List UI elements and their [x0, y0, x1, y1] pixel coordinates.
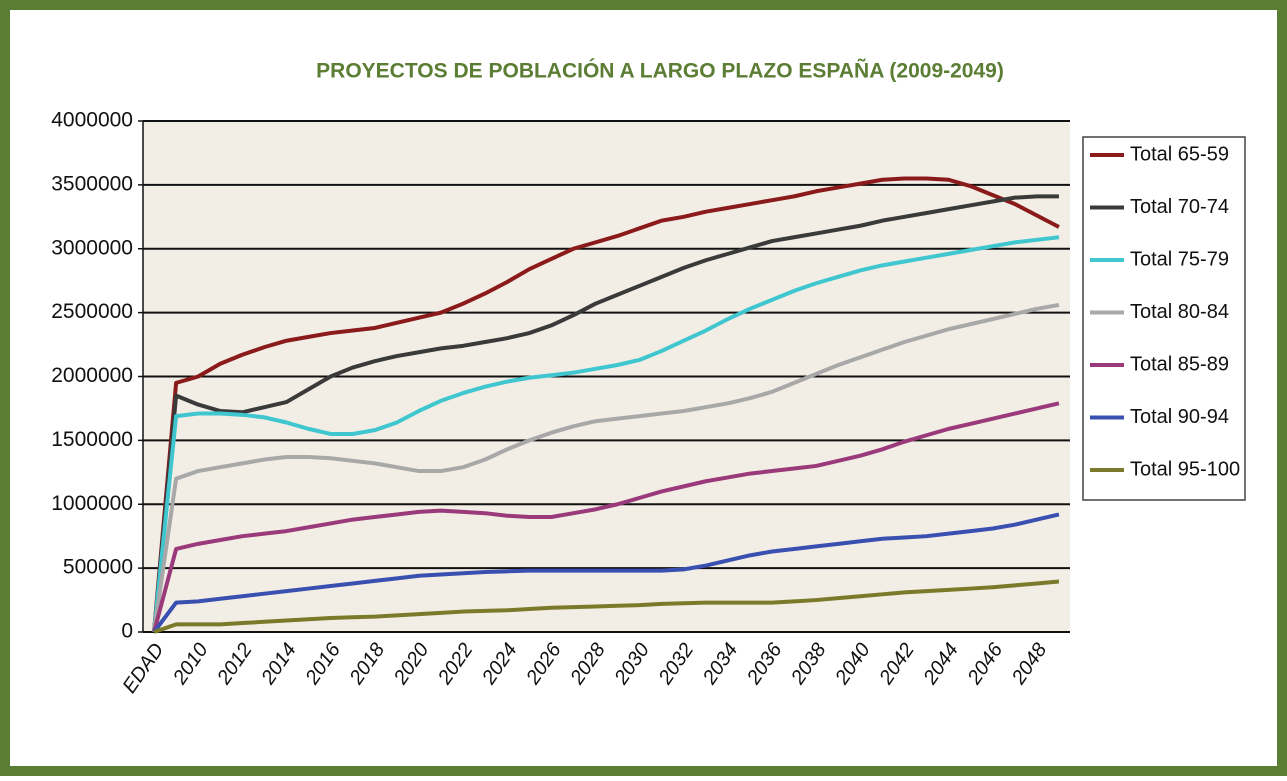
chart: PROYECTOS DE POBLACIÓN A LARGO PLAZO ESP…	[0, 0, 1287, 776]
y-tick-label: 3500000	[51, 172, 133, 195]
legend-label: Total 65-59	[1130, 143, 1229, 165]
chart-title: PROYECTOS DE POBLACIÓN A LARGO PLAZO ESP…	[316, 59, 1004, 83]
y-tick-label: 4000000	[51, 109, 133, 132]
y-tick-label: 500000	[63, 556, 133, 579]
y-tick-label: 2500000	[51, 300, 133, 323]
legend-label: Total 70-74	[1130, 196, 1229, 218]
y-tick-label: 0	[121, 620, 133, 643]
y-tick-label: 1500000	[51, 428, 133, 451]
legend-label: Total 80-84	[1130, 301, 1229, 323]
y-tick-label: 2000000	[51, 364, 133, 387]
y-tick-label: 3000000	[51, 236, 133, 259]
y-tick-label: 1000000	[51, 492, 133, 515]
legend-label: Total 90-94	[1130, 406, 1229, 428]
legend-label: Total 95-100	[1130, 458, 1240, 480]
legend-label: Total 75-79	[1130, 248, 1229, 270]
legend-label: Total 85-89	[1130, 353, 1229, 375]
